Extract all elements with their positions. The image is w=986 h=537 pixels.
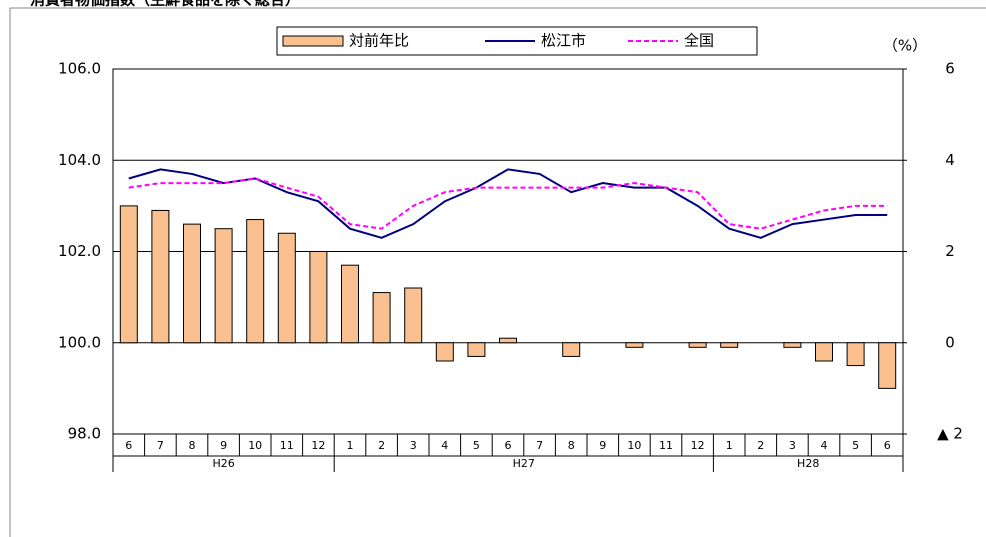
bar	[372, 292, 391, 344]
bar	[562, 342, 581, 357]
bar	[183, 223, 201, 344]
chart-title: 消費者物価指数（生鮮食品を除く総合）	[30, 0, 300, 9]
bar	[435, 342, 454, 362]
y-tick-label: 106.0	[58, 60, 101, 78]
x-tick-label: 11	[280, 439, 294, 452]
x-tick-label: 8	[189, 439, 196, 452]
bar	[688, 342, 707, 348]
x-tick-label: 3	[410, 439, 417, 452]
x-tick-label: 7	[536, 439, 543, 452]
x-tick-label: 7	[157, 439, 164, 452]
line-series	[128, 168, 888, 239]
bar	[119, 205, 138, 344]
x-tick-label: 9	[220, 439, 227, 452]
x-tick-label: 4	[441, 439, 448, 452]
x-tick-label: 5	[473, 439, 480, 452]
y2-tick-label: ▲ 2	[937, 425, 963, 443]
x-tick-label: 5	[852, 439, 859, 452]
line-series	[128, 177, 888, 230]
group-label: H26	[212, 457, 234, 470]
bar	[341, 264, 359, 344]
x-tick-label: 2	[757, 439, 764, 452]
x-tick-label: 9	[599, 439, 606, 452]
legend-label: 松江市	[541, 32, 586, 50]
y-tick-label: 98.0	[68, 425, 101, 443]
x-tick-label: 12	[691, 439, 705, 452]
bar	[404, 287, 423, 344]
y-tick-label: 104.0	[58, 151, 101, 169]
bar	[214, 228, 233, 344]
x-tick-label: 1	[347, 439, 354, 452]
bar	[878, 342, 897, 389]
group-label: H27	[513, 457, 535, 470]
group-label: H28	[797, 457, 819, 470]
bar	[499, 337, 517, 344]
x-tick-label: 10	[248, 439, 262, 452]
y2-unit: （%）	[883, 37, 927, 55]
bar	[151, 209, 170, 344]
x-tick-label: 6	[884, 439, 891, 452]
legend-label: 対前年比	[349, 32, 409, 50]
y2-tick-label: 4	[945, 151, 955, 169]
y-tick-label: 100.0	[58, 333, 101, 351]
bar	[309, 251, 328, 344]
x-tick-label: 3	[789, 439, 796, 452]
y2-tick-label: 2	[945, 242, 955, 260]
x-tick-label: 2	[378, 439, 385, 452]
bar	[783, 342, 802, 348]
legend-label: 全国	[684, 32, 714, 50]
bar	[720, 342, 739, 348]
x-tick-label: 6	[125, 439, 132, 452]
bar	[246, 219, 265, 344]
y-tick-label: 102.0	[58, 242, 101, 260]
y2-tick-label: 0	[945, 333, 955, 351]
x-tick-label: 6	[505, 439, 512, 452]
bar	[625, 342, 644, 348]
bar	[846, 342, 865, 367]
x-tick-label: 8	[568, 439, 575, 452]
bar	[815, 342, 833, 362]
y2-tick-label: 6	[945, 60, 955, 78]
x-tick-label: 1	[726, 439, 733, 452]
x-tick-label: 4	[821, 439, 828, 452]
bar	[467, 342, 486, 357]
x-tick-label: 10	[627, 439, 641, 452]
legend-swatch	[282, 35, 344, 47]
x-tick-label: 11	[659, 439, 673, 452]
bar	[277, 232, 296, 344]
x-tick-label: 12	[311, 439, 325, 452]
